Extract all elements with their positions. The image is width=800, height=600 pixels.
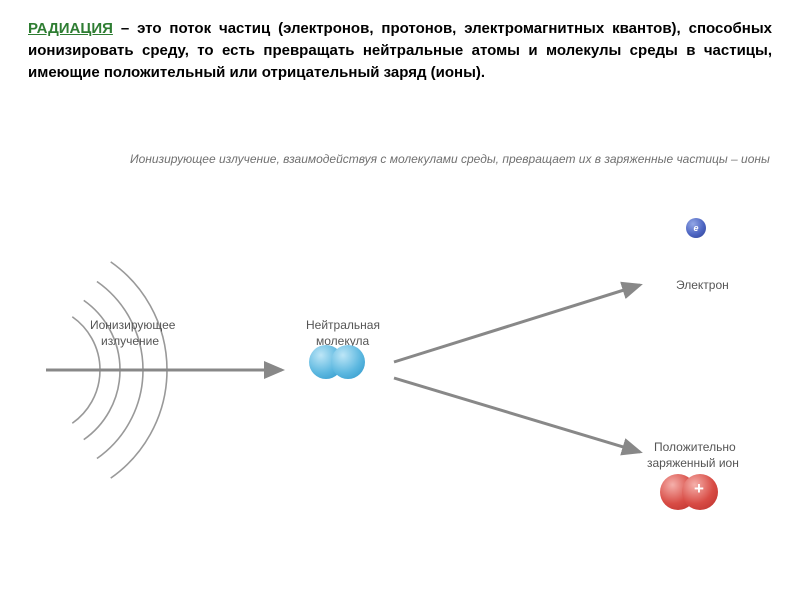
label-electron: Электрон [676, 278, 729, 292]
label-positive1: Положительно [654, 440, 736, 454]
electron-particle: e [686, 218, 706, 238]
arrow-down [394, 378, 640, 452]
definition-rest: – это поток частиц (электронов, протонов… [28, 20, 772, 81]
label-positive2: заряженный ион [647, 456, 739, 470]
plus-icon: + [689, 479, 709, 499]
subtitle-text: Ионизирующее излучение, взаимодействуя с… [130, 152, 770, 166]
electron-symbol: e [693, 223, 698, 233]
arrow-up [394, 285, 640, 362]
label-radiation: излучение [101, 334, 159, 348]
wave-arcs [72, 262, 167, 478]
title-word: РАДИАЦИЯ [28, 20, 113, 37]
label-ionizing: Ионизирующее [90, 318, 175, 332]
neutral-molecule-atom-2 [331, 345, 365, 379]
header-block: РАДИАЦИЯ – это поток частиц (электронов,… [0, 0, 800, 91]
label-neutral: Нейтральная [306, 318, 380, 332]
definition-text: РАДИАЦИЯ – это поток частиц (электронов,… [28, 18, 772, 83]
